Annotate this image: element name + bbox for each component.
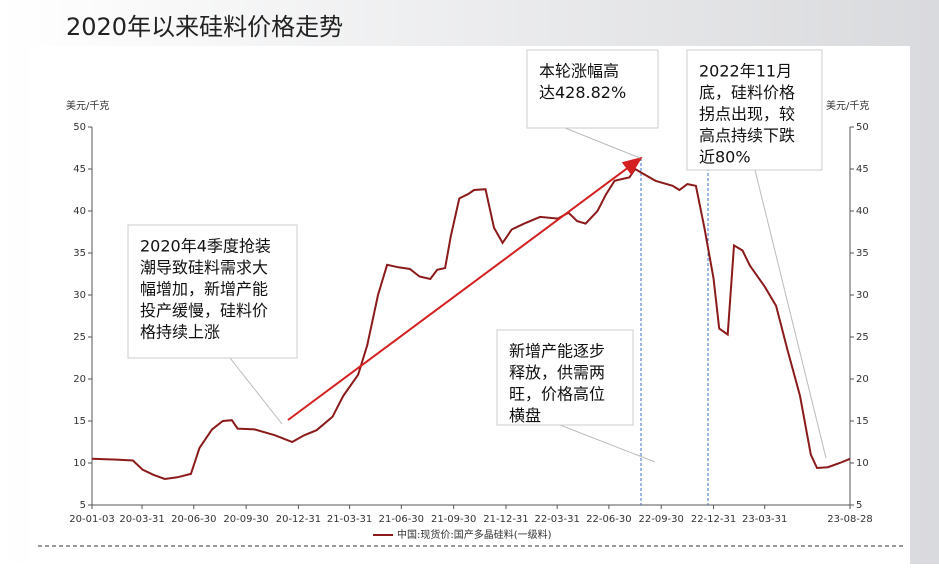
y-tick-label-right: 20 bbox=[856, 374, 869, 385]
y-tick-label: 50 bbox=[73, 122, 86, 133]
y-tick-label-right: 25 bbox=[856, 332, 869, 343]
annotation-box bbox=[686, 49, 823, 171]
annotation-text: 高点持续下跌 bbox=[699, 126, 795, 145]
annotation-text: 近80% bbox=[699, 148, 751, 167]
y-tick-label: 20 bbox=[73, 374, 86, 385]
annotation-text: 格持续上涨 bbox=[140, 323, 220, 342]
y-tick-label: 25 bbox=[73, 332, 86, 343]
x-tick-label: 20-09-30 bbox=[223, 514, 268, 525]
x-tick-label: 23-08-28 bbox=[827, 514, 872, 525]
annotation-box bbox=[127, 224, 298, 359]
annotation-text: 幅增加，新增产能 bbox=[140, 280, 268, 299]
y-tick-label: 5 bbox=[80, 500, 86, 511]
x-tick-label: 21-09-30 bbox=[431, 514, 476, 525]
annotation-box bbox=[496, 329, 634, 426]
annotation-text: 横盘 bbox=[509, 406, 541, 425]
annotation-text: 达428.82% bbox=[539, 83, 626, 102]
y-tick-label-right: 10 bbox=[856, 458, 869, 469]
annotation-text: 2020年4季度抢装 bbox=[140, 237, 271, 256]
annotation-text: 本轮涨幅高 bbox=[539, 62, 619, 81]
x-tick-label: 20-01-03 bbox=[69, 514, 114, 525]
x-tick-label: 23-03-31 bbox=[742, 514, 787, 525]
y-axis-label-right: 美元/千克 bbox=[826, 99, 869, 112]
x-tick-label: 22-03-31 bbox=[534, 514, 579, 525]
annotation-text: 新增产能逐步 bbox=[509, 342, 605, 361]
y-tick-label-right: 5 bbox=[856, 500, 862, 511]
leader-line bbox=[754, 169, 827, 459]
y-tick-label: 15 bbox=[73, 416, 86, 427]
annotation-text: 底，硅料价格 bbox=[699, 83, 795, 102]
annotation-text: 旺，价格高位 bbox=[509, 385, 605, 404]
leader-line bbox=[564, 127, 641, 159]
chart-title: 2020年以来硅料价格走势 bbox=[66, 13, 343, 41]
y-tick-label: 10 bbox=[73, 458, 86, 469]
annotation-box bbox=[526, 49, 659, 129]
y-tick-label-right: 50 bbox=[856, 122, 869, 133]
y-tick-label-right: 35 bbox=[856, 248, 869, 259]
trend-arrow bbox=[287, 156, 643, 421]
y-tick-label: 35 bbox=[73, 248, 86, 259]
annotation-text: 2022年11月 bbox=[699, 62, 792, 81]
x-tick-label: 20-06-30 bbox=[171, 514, 216, 525]
leader-line bbox=[229, 357, 283, 425]
plot: 美元/千克 美元/千克 5 5 10 10 15 15 20 20 25 25 30 30 35 35 40 40… bbox=[66, 49, 873, 541]
annotation-text: 潮导致硅料需求大 bbox=[140, 258, 268, 277]
y-tick-label-right: 40 bbox=[856, 206, 869, 217]
x-tick-label: 22-12-31 bbox=[691, 514, 736, 525]
y-tick-label: 30 bbox=[73, 290, 86, 301]
y-tick-label-right: 15 bbox=[856, 416, 869, 427]
annotation-text: 投产缓慢，硅料价 bbox=[140, 301, 268, 320]
y-axis-label: 美元/千克 bbox=[66, 99, 109, 112]
series-line bbox=[91, 167, 851, 481]
legend-label: 中国:现货价:国产多晶硅料(一级料) bbox=[397, 528, 552, 541]
x-tick-label: 21-06-30 bbox=[379, 514, 424, 525]
x-tick-label: 21-12-31 bbox=[483, 514, 528, 525]
x-tick-label: 22-09-30 bbox=[639, 514, 684, 525]
annotation-text: 释放，供需两 bbox=[509, 363, 605, 382]
leader-line bbox=[559, 424, 656, 463]
x-tick-label: 21-03-31 bbox=[327, 514, 372, 525]
y-tick-label-right: 45 bbox=[856, 164, 869, 175]
x-tick-label: 20-12-31 bbox=[276, 514, 321, 525]
x-tick-label: 20-03-31 bbox=[119, 514, 164, 525]
annotation-text: 拐点出现，较 bbox=[699, 105, 795, 124]
y-tick-label-right: 30 bbox=[856, 290, 869, 301]
x-tick-label: 22-06-30 bbox=[586, 514, 631, 525]
y-tick-label: 45 bbox=[73, 164, 86, 175]
y-tick-label: 40 bbox=[73, 206, 86, 217]
